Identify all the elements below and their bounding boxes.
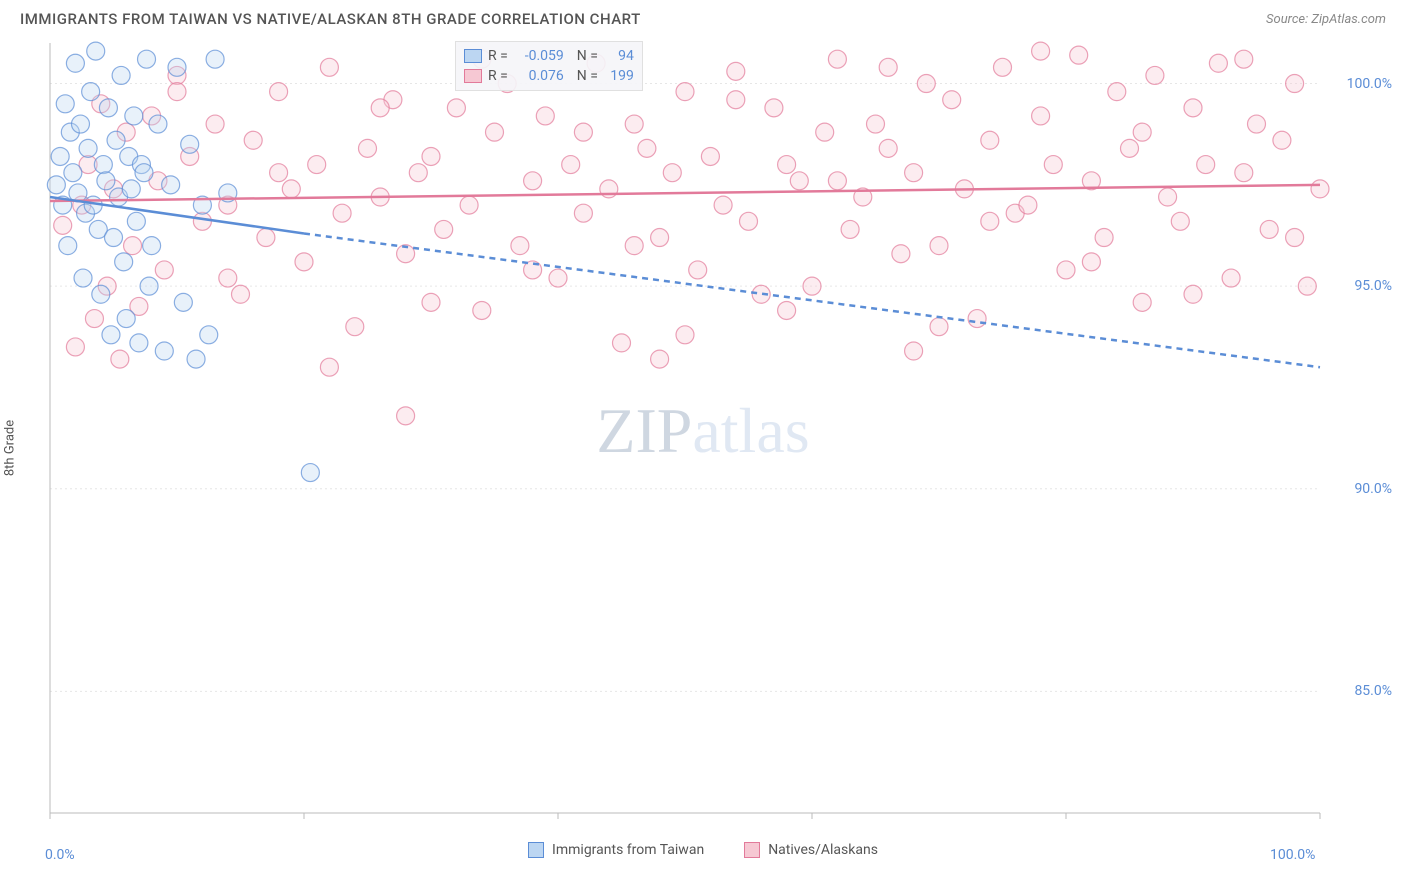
pink-swatch-icon — [744, 842, 760, 858]
blue-swatch-icon — [464, 49, 482, 63]
source-label: Source: ZipAtlas.com — [1266, 12, 1386, 27]
pink-swatch-icon — [464, 69, 482, 83]
y-axis-label: 8th Grade — [3, 420, 18, 476]
y-tick-label: 90.0% — [1354, 481, 1392, 497]
chart-title: IMMIGRANTS FROM TAIWAN VS NATIVE/ALASKAN… — [20, 10, 641, 28]
legend-bottom: Immigrants from Taiwan Natives/Alaskans — [0, 842, 1406, 858]
legend-label: Natives/Alaskans — [768, 842, 878, 858]
legend-item-blue: Immigrants from Taiwan — [528, 842, 704, 858]
y-tick-label: 85.0% — [1354, 683, 1392, 699]
chart-area: 8th Grade ZIPatlas R =-0.059 N =94 R =0.… — [0, 33, 1406, 863]
stats-row-blue: R =-0.059 N =94 — [464, 46, 634, 66]
stats-row-pink: R =0.076 N =199 — [464, 66, 634, 86]
legend-label: Immigrants from Taiwan — [552, 842, 704, 858]
y-tick-label: 95.0% — [1354, 278, 1392, 294]
scatter-chart — [40, 33, 1390, 833]
blue-swatch-icon — [528, 842, 544, 858]
legend-item-pink: Natives/Alaskans — [744, 842, 878, 858]
y-tick-label: 100.0% — [1347, 76, 1392, 92]
correlation-stats-box: R =-0.059 N =94 R =0.076 N =199 — [455, 41, 643, 91]
